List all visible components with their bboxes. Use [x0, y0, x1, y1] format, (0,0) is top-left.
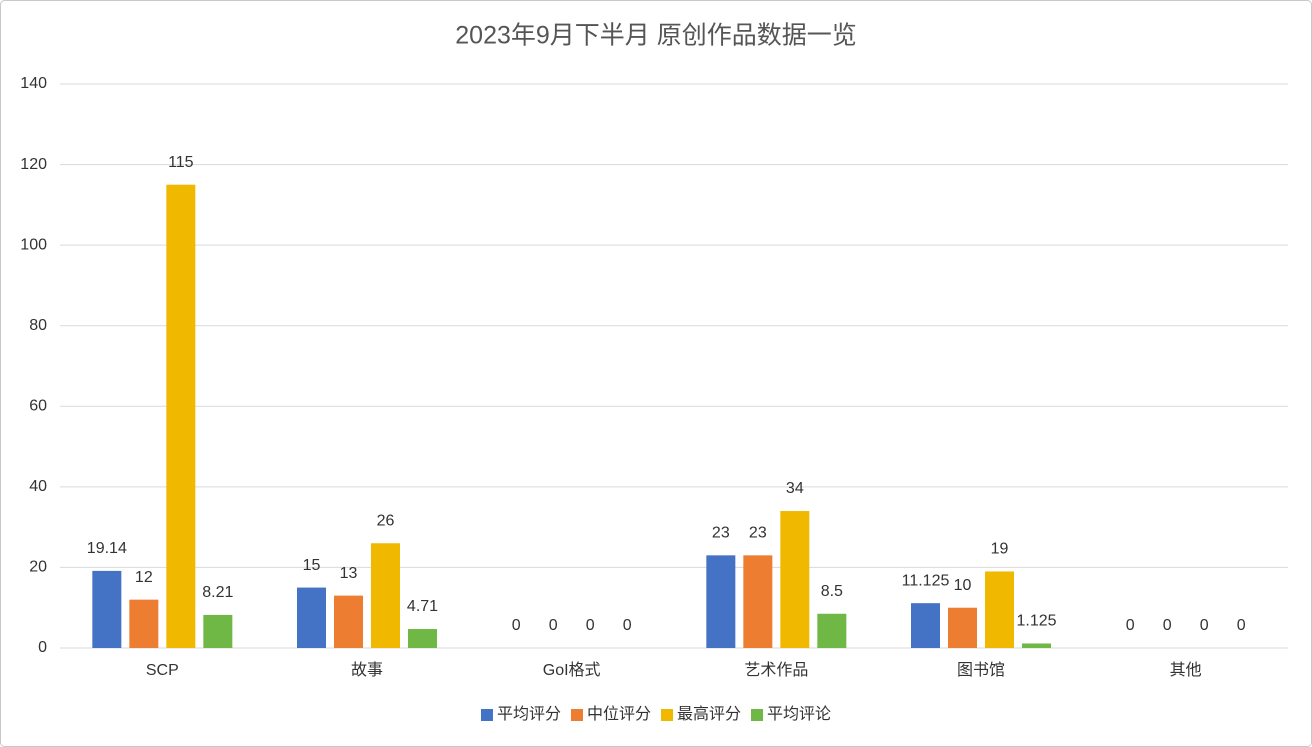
legend-label: 平均评论: [767, 705, 831, 723]
legend-label: 最高评分: [677, 705, 741, 723]
y-tick-label: 60: [29, 398, 47, 415]
y-tick-label: 120: [20, 156, 47, 173]
y-tick-label: 100: [20, 236, 47, 253]
bar: [780, 511, 810, 648]
bar: [911, 603, 940, 648]
data-label: 0: [549, 617, 558, 634]
bar: [334, 595, 363, 648]
bar: [371, 543, 400, 648]
legend-swatch: [751, 709, 764, 721]
data-label: 19.14: [87, 540, 127, 557]
y-tick-label: 0: [38, 639, 47, 656]
x-tick-label: GoI格式: [543, 661, 601, 679]
data-label: 10: [954, 577, 972, 594]
y-tick-label: 80: [29, 317, 47, 334]
bar: [297, 587, 326, 648]
bar: [817, 613, 847, 648]
bar: [129, 599, 159, 648]
bar: [203, 614, 233, 648]
data-label: 13: [340, 565, 358, 582]
bar: [948, 607, 977, 648]
data-label: 23: [712, 525, 730, 542]
bar: [706, 555, 736, 648]
data-label: 0: [1200, 617, 1209, 634]
bar: [166, 184, 196, 648]
data-label: 0: [1126, 617, 1135, 634]
data-label: 34: [786, 480, 804, 497]
x-tick-label: 艺术作品: [744, 661, 808, 679]
legend: 平均评分 中位评分 最高评分 平均评论: [480, 705, 831, 723]
legend-label: 中位评分: [587, 705, 651, 723]
x-tick-label: 图书馆: [957, 661, 1005, 679]
y-tick-label: 20: [29, 559, 47, 576]
data-label: 0: [623, 617, 632, 634]
bar: [92, 570, 122, 648]
data-label: 115: [168, 154, 194, 171]
data-label: 26: [377, 512, 395, 529]
data-label: 1.125: [1016, 613, 1056, 630]
legend-swatch: [570, 709, 583, 721]
x-tick-label: 其他: [1170, 661, 1202, 679]
legend-label: 平均评分: [497, 705, 561, 723]
bar: [1022, 643, 1051, 648]
data-label: 23: [749, 525, 767, 542]
x-tick-label: SCP: [146, 662, 179, 679]
data-label: 0: [512, 617, 521, 634]
data-label: 11.125: [902, 572, 950, 589]
data-label: 8.21: [202, 584, 233, 601]
data-label: 0: [586, 617, 595, 634]
bar: [743, 555, 773, 648]
data-label: 0: [1237, 617, 1246, 634]
data-label: 4.71: [407, 598, 438, 615]
y-tick-label: 40: [29, 478, 47, 495]
chart-title: 2023年9月下半月 原创作品数据一览: [455, 22, 856, 50]
bar: [985, 571, 1014, 648]
data-label: 12: [135, 569, 153, 586]
bar: [408, 629, 437, 648]
data-label: 0: [1163, 617, 1172, 634]
legend-swatch: [661, 709, 673, 721]
y-tick-label: 140: [20, 75, 47, 92]
data-label: 19: [991, 541, 1009, 558]
x-tick-label: 故事: [351, 661, 383, 679]
legend-swatch: [480, 709, 493, 721]
data-label: 8.5: [821, 583, 843, 600]
data-label: 15: [303, 557, 321, 574]
